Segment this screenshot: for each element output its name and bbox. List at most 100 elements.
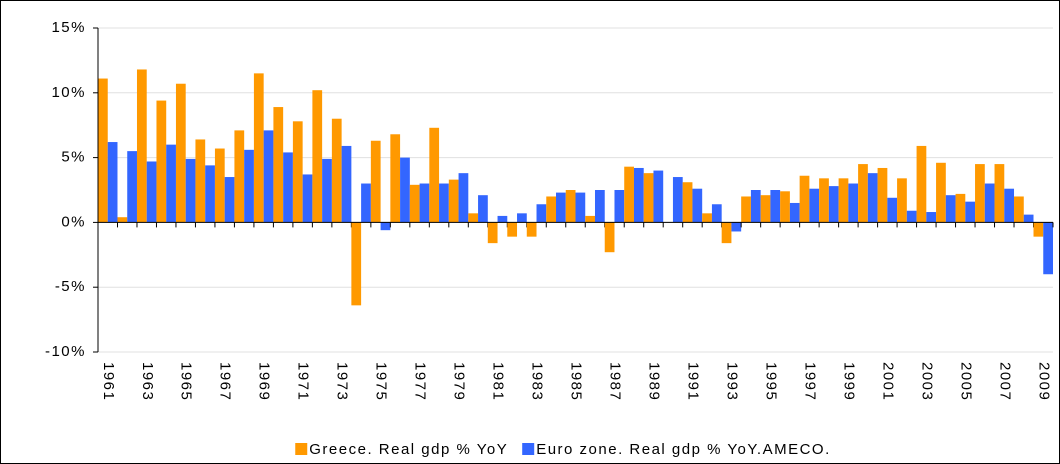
bar [556, 192, 566, 223]
x-tick-label: 1999 [840, 362, 857, 401]
y-tick-label: -10% [45, 343, 86, 360]
bar [361, 183, 371, 223]
x-tick-label: 2009 [1035, 362, 1052, 401]
x-tick-label: 1989 [645, 362, 662, 401]
bar [312, 90, 323, 223]
bar [370, 140, 381, 223]
bar [965, 201, 976, 223]
bar [575, 192, 586, 223]
bar [292, 121, 303, 223]
bar [789, 202, 800, 223]
y-tick-label: -5% [55, 278, 86, 295]
y-tick-label: 10% [51, 84, 86, 101]
bar [906, 210, 917, 223]
legend-swatch [522, 443, 535, 455]
x-tick-label: 2001 [879, 362, 896, 401]
x-tick-label: 1993 [723, 362, 740, 401]
bar [419, 183, 430, 223]
bar [1023, 214, 1034, 223]
bar [926, 212, 937, 223]
bar [877, 167, 888, 223]
bar [1004, 188, 1015, 223]
bar [253, 73, 264, 223]
bar [565, 190, 576, 223]
bar [887, 197, 898, 223]
y-tick-label: 15% [51, 19, 86, 36]
bar [244, 149, 254, 223]
legend: Greece. Real gdp % YoY Euro zone. Real gd… [295, 441, 831, 458]
bar [916, 145, 927, 223]
bar [682, 182, 693, 223]
x-tick-label: 2005 [957, 362, 974, 401]
bar [770, 190, 781, 223]
x-tick-label: 1987 [607, 362, 624, 401]
bar [624, 166, 634, 223]
x-tick-label: 2003 [918, 362, 935, 401]
bar [546, 196, 557, 223]
bar [799, 175, 810, 223]
x-tick-label: 2007 [996, 362, 1013, 401]
bar [205, 165, 215, 223]
bar [156, 100, 167, 223]
x-tick-label: 1969 [256, 362, 273, 401]
bar [653, 170, 664, 223]
bar [497, 215, 508, 223]
bar [429, 127, 440, 223]
bar [127, 151, 137, 223]
bar [585, 215, 595, 223]
bar [458, 173, 469, 223]
bar [692, 188, 703, 223]
bar [731, 222, 742, 232]
bar [994, 164, 1005, 223]
bar [487, 222, 498, 244]
bar [780, 191, 790, 223]
bar [1043, 222, 1053, 275]
legend-label: Euro zone. Real gdp % YoY.AMECO. [536, 441, 831, 458]
x-tick-label: 1995 [762, 362, 779, 401]
x-tick-label: 1997 [801, 362, 818, 401]
bar [614, 190, 625, 223]
x-tick-label: 1983 [529, 362, 546, 401]
x-tick-label: 1981 [490, 362, 507, 401]
bar [858, 164, 868, 223]
bar [439, 183, 449, 223]
x-tick-label: 1977 [412, 362, 429, 401]
y-tick-label: 5% [61, 149, 86, 166]
bar [263, 130, 274, 223]
bar [448, 179, 459, 223]
bar [672, 177, 683, 223]
legend-label: Greece. Real gdp % YoY [309, 441, 508, 458]
bar [536, 204, 547, 223]
x-tick-label: 1971 [295, 362, 312, 401]
bar [117, 217, 128, 223]
bar [867, 173, 878, 223]
bar [409, 184, 420, 223]
bar [702, 213, 712, 223]
bar [848, 183, 859, 223]
bar [594, 190, 605, 223]
x-tick-label: 1967 [217, 362, 234, 401]
x-tick-label: 1985 [568, 362, 585, 401]
bar [721, 222, 732, 244]
bar [633, 167, 644, 223]
x-tick-label: 1961 [100, 362, 117, 401]
bar [283, 152, 293, 223]
bar [234, 130, 245, 223]
x-tick-label: 1975 [373, 362, 390, 401]
bar [146, 161, 157, 223]
bar [351, 222, 362, 306]
bar [809, 188, 820, 223]
x-tick-label: 1965 [178, 362, 195, 401]
bar [1014, 196, 1024, 223]
x-tick-label: 1991 [684, 362, 701, 401]
bar [214, 148, 225, 223]
x-tick-label: 1963 [139, 362, 156, 401]
bar [750, 190, 761, 223]
bar [711, 204, 722, 223]
bar [224, 177, 235, 223]
bar [741, 196, 751, 223]
bar [302, 174, 313, 223]
bar [507, 222, 518, 237]
bar [195, 139, 206, 223]
